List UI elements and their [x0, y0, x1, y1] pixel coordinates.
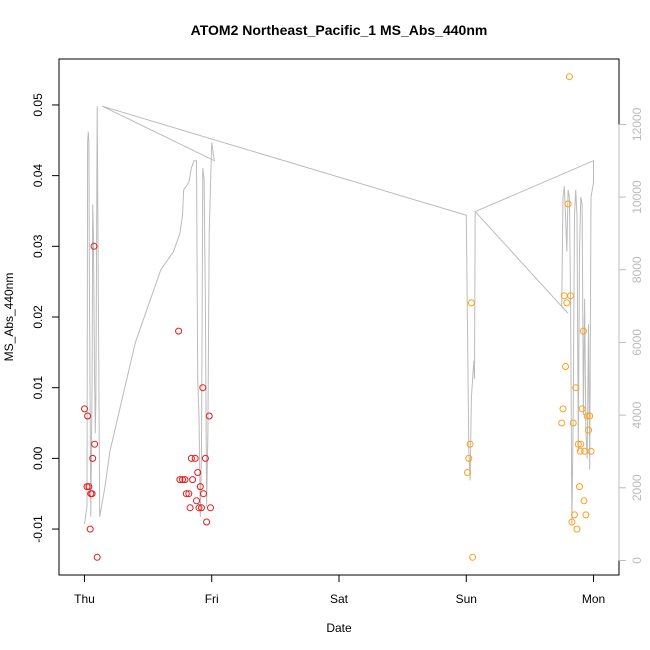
- data-point: [567, 292, 575, 300]
- data-point: [81, 405, 88, 413]
- data-point: [179, 476, 186, 484]
- data-point: [193, 497, 200, 505]
- data-point: [198, 504, 205, 512]
- data-point: [89, 454, 97, 462]
- data-point: [90, 242, 98, 250]
- data-point: [576, 447, 584, 455]
- data-point: [577, 440, 585, 448]
- data-point: [194, 469, 202, 476]
- y-tick-label: 0.03: [31, 234, 45, 258]
- data-point: [88, 490, 96, 498]
- y-tick-label: -0.01: [31, 515, 45, 543]
- secondary-y-axis: 0 2000 4000 6000 8000 10000 12000: [618, 107, 644, 564]
- data-point: [559, 405, 567, 413]
- x-tick-label: Thu: [74, 592, 95, 606]
- data-point: [175, 327, 183, 335]
- x-axis: Thu Fri Sat Sun Mon: [74, 574, 605, 606]
- y-tick-label: 0.02: [31, 305, 45, 329]
- data-point: [196, 483, 204, 491]
- secondary-series-layer: [84, 105, 594, 525]
- data-point: [84, 412, 92, 420]
- data-point: [466, 440, 474, 448]
- data-point: [572, 384, 580, 392]
- data-point: [582, 511, 590, 519]
- data-point: [195, 504, 203, 512]
- data-point: [464, 469, 471, 476]
- y-tick-label: 0.05: [31, 93, 45, 117]
- data-point: [189, 476, 197, 484]
- data-point: [558, 419, 566, 427]
- data-point: [181, 476, 189, 484]
- data-point: [186, 504, 194, 512]
- data-point: [564, 200, 572, 208]
- x-tick-label: Sun: [456, 592, 477, 606]
- data-point: [201, 454, 209, 462]
- data-point: [465, 454, 473, 462]
- data-point: [469, 553, 477, 561]
- data-point: [579, 327, 587, 335]
- y2-tick-label: 12000: [630, 107, 644, 141]
- plot-area: [58, 58, 620, 576]
- data-point: [83, 483, 91, 491]
- data-point: [85, 483, 93, 491]
- data-point: [580, 497, 588, 505]
- data-point: [565, 73, 573, 81]
- x-tick-label: Mon: [582, 592, 605, 606]
- scatter-points-layer: [81, 73, 595, 561]
- y2-tick-label: 10000: [630, 180, 644, 214]
- x-axis-label: Date: [326, 621, 352, 635]
- x-tick-label: Fri: [205, 592, 219, 606]
- data-point: [586, 412, 594, 420]
- data-point: [467, 299, 475, 307]
- y-tick-label: 0.00: [31, 446, 45, 470]
- x-tick-label: Sat: [330, 592, 349, 606]
- y-tick-label: 0.04: [31, 164, 45, 188]
- y2-tick-label: 2000: [630, 474, 644, 501]
- data-point: [562, 363, 569, 370]
- data-point: [578, 405, 586, 413]
- data-point: [93, 553, 101, 561]
- data-point: [568, 518, 576, 526]
- data-point: [185, 490, 193, 498]
- data-point: [199, 384, 207, 392]
- data-point: [86, 525, 94, 533]
- data-point: [176, 476, 184, 484]
- y2-tick-label: 4000: [630, 401, 644, 428]
- data-point: [207, 504, 214, 512]
- data-point: [587, 447, 595, 455]
- y-tick-label: 0.01: [31, 376, 45, 400]
- data-point: [91, 440, 99, 448]
- data-point: [571, 511, 578, 519]
- data-point: [182, 490, 190, 498]
- data-point: [585, 426, 592, 434]
- data-point: [574, 440, 582, 448]
- data-point: [569, 419, 577, 427]
- data-point: [200, 490, 207, 498]
- y2-tick-label: 0: [630, 557, 644, 564]
- y-axis: -0.01 0.00 0.01 0.02 0.03 0.04 0.05: [31, 93, 60, 543]
- data-point: [203, 518, 211, 526]
- data-point: [191, 454, 199, 462]
- data-point: [583, 412, 591, 420]
- data-point: [573, 525, 581, 533]
- y-axis-label: MS_Abs_440nm: [2, 273, 16, 362]
- data-point: [205, 412, 213, 420]
- data-point: [563, 299, 571, 307]
- secondary-series-line: [84, 105, 594, 525]
- y2-tick-label: 6000: [630, 329, 644, 356]
- chart-title: ATOM2 Northeast_Pacific_1 MS_Abs_440nm: [191, 22, 488, 38]
- y2-tick-label: 8000: [630, 256, 644, 283]
- data-point: [187, 454, 195, 462]
- data-point: [576, 483, 583, 491]
